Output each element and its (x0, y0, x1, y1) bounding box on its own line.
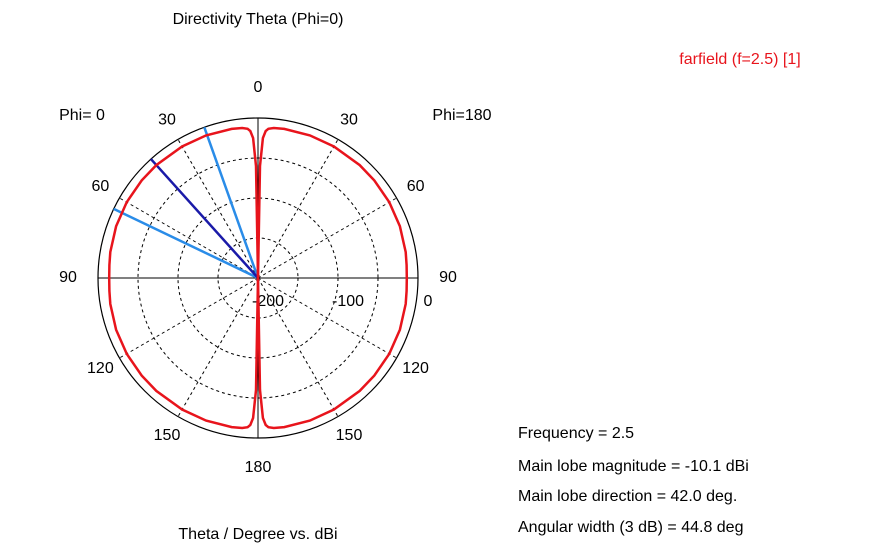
spoke (257, 139, 339, 279)
angle-label: 150 (154, 427, 181, 444)
axis-label: Theta / Degree vs. dBi (178, 526, 337, 543)
angle-label: 60 (91, 178, 109, 195)
r-tick-label: 0 (424, 293, 433, 310)
legend-entry: farfield (f=2.5) [1] (679, 51, 800, 68)
r-tick-label: -100 (332, 293, 364, 310)
angle-label: 0 (254, 79, 263, 96)
spoke (257, 277, 339, 417)
annotation: Main lobe magnitude = -10.1 dBi (518, 458, 749, 475)
main-lobe-line (150, 158, 259, 279)
beam-width-line (203, 126, 260, 279)
angle-label: 120 (402, 360, 429, 377)
angle-label: 30 (340, 112, 358, 129)
pattern-line (256, 126, 409, 430)
spoke (177, 139, 259, 279)
pattern-line (107, 126, 260, 430)
spoke (119, 197, 259, 279)
spoke (257, 197, 397, 279)
angle-label: 90 (59, 269, 77, 286)
beam-width-line (113, 207, 259, 280)
phi-label: Phi= 0 (59, 107, 105, 124)
angle-label: 30 (158, 112, 176, 129)
spoke (119, 277, 259, 359)
angle-label: 90 (439, 269, 457, 286)
r-tick-label: -200 (252, 293, 284, 310)
angle-label: 150 (336, 427, 363, 444)
angle-label: 180 (245, 459, 272, 476)
annotation: Frequency = 2.5 (518, 425, 634, 442)
annotation: Main lobe direction = 42.0 deg. (518, 488, 737, 505)
angle-label: 120 (87, 360, 114, 377)
chart-title: Directivity Theta (Phi=0) (173, 11, 344, 28)
spoke (177, 277, 259, 417)
spoke (257, 277, 397, 359)
annotation: Angular width (3 dB) = 44.8 deg (518, 519, 743, 536)
angle-label: 60 (407, 178, 425, 195)
phi-label: Phi=180 (432, 107, 491, 124)
outer-circle (97, 117, 419, 439)
